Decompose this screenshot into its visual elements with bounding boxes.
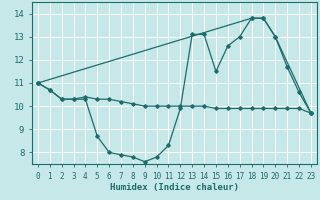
X-axis label: Humidex (Indice chaleur): Humidex (Indice chaleur) xyxy=(110,183,239,192)
